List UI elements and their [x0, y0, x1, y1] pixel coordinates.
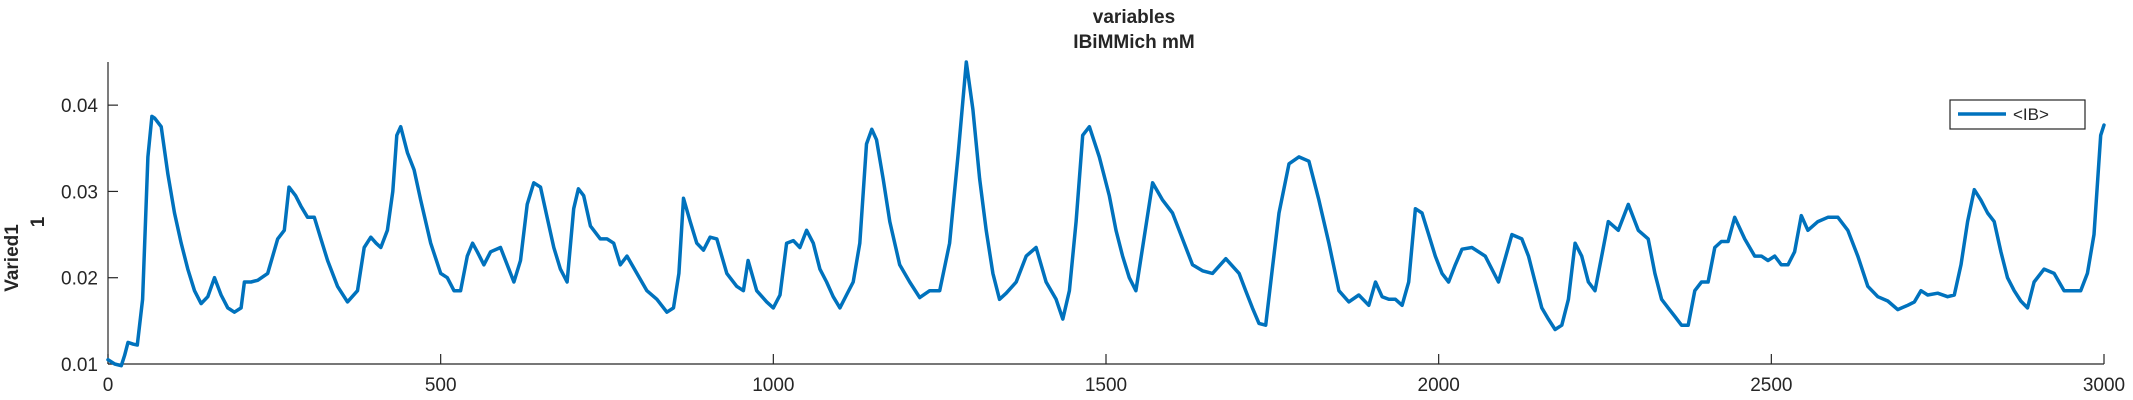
y-tick-label: 0.03 [61, 182, 98, 203]
x-tick-label: 1500 [1085, 375, 1127, 396]
axes: 0 500 1000 1500 2000 2500 3000 0.01 0.02 0.03 0.04 [61, 62, 2125, 396]
chart-title-line-1: variables [1093, 7, 1175, 28]
chart-title-line-2: IBiMMich mM [1073, 32, 1194, 53]
x-tick-label: 3000 [2083, 375, 2125, 396]
y-tick-label: 0.04 [61, 96, 98, 117]
y-axis-label: Varied1 1 [2, 216, 49, 292]
y-axis-label-line-2: 1 [28, 216, 49, 227]
x-tick-label: 2500 [1750, 375, 1792, 396]
y-tick-label: 0.01 [61, 355, 98, 376]
legend: <IB> [1949, 99, 2086, 130]
series-line-ib [106, 60, 2106, 368]
chart-title: variables IBiMMich mM [1073, 7, 1194, 53]
x-tick-label: 500 [425, 375, 457, 396]
x-tick-label: 2000 [1418, 375, 1460, 396]
y-tick-label: 0.02 [61, 269, 98, 290]
y-axis-label-line-1: Varied1 [2, 224, 23, 292]
x-tick-label: 0 [103, 375, 114, 396]
x-tick-label: 1000 [752, 375, 794, 396]
series-layer [106, 60, 2106, 368]
legend-entry-label: <IB> [2013, 105, 2049, 124]
